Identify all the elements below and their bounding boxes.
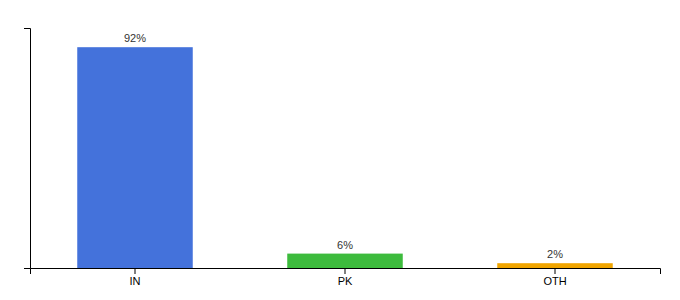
data-labels: 92% 6% 2%: [124, 32, 563, 260]
x-tick-mark: [555, 268, 556, 274]
bar: [77, 47, 193, 268]
chart: 92% 6% 2% IN PK OTH: [0, 0, 680, 300]
x-tick: PK: [338, 268, 353, 287]
y-axis: [24, 29, 31, 269]
y-axis-line: [24, 29, 31, 269]
x-axis: IN PK OTH: [31, 268, 661, 287]
x-tick: IN: [130, 268, 141, 287]
data-label: 2%: [547, 248, 563, 260]
bar: [497, 263, 613, 268]
x-tick-label: IN: [130, 275, 141, 287]
x-tick-label: PK: [338, 275, 353, 287]
data-label: 6%: [337, 239, 353, 251]
x-tick-label: OTH: [543, 275, 566, 287]
bar: [287, 254, 403, 268]
x-tick-mark: [345, 268, 346, 274]
bars: [77, 47, 613, 268]
x-tick: OTH: [543, 268, 566, 287]
x-axis-line: [31, 269, 661, 275]
plot: 92% 6% 2% IN PK OTH: [24, 29, 661, 287]
data-label: 92%: [124, 32, 146, 44]
x-tick-mark: [135, 268, 136, 274]
